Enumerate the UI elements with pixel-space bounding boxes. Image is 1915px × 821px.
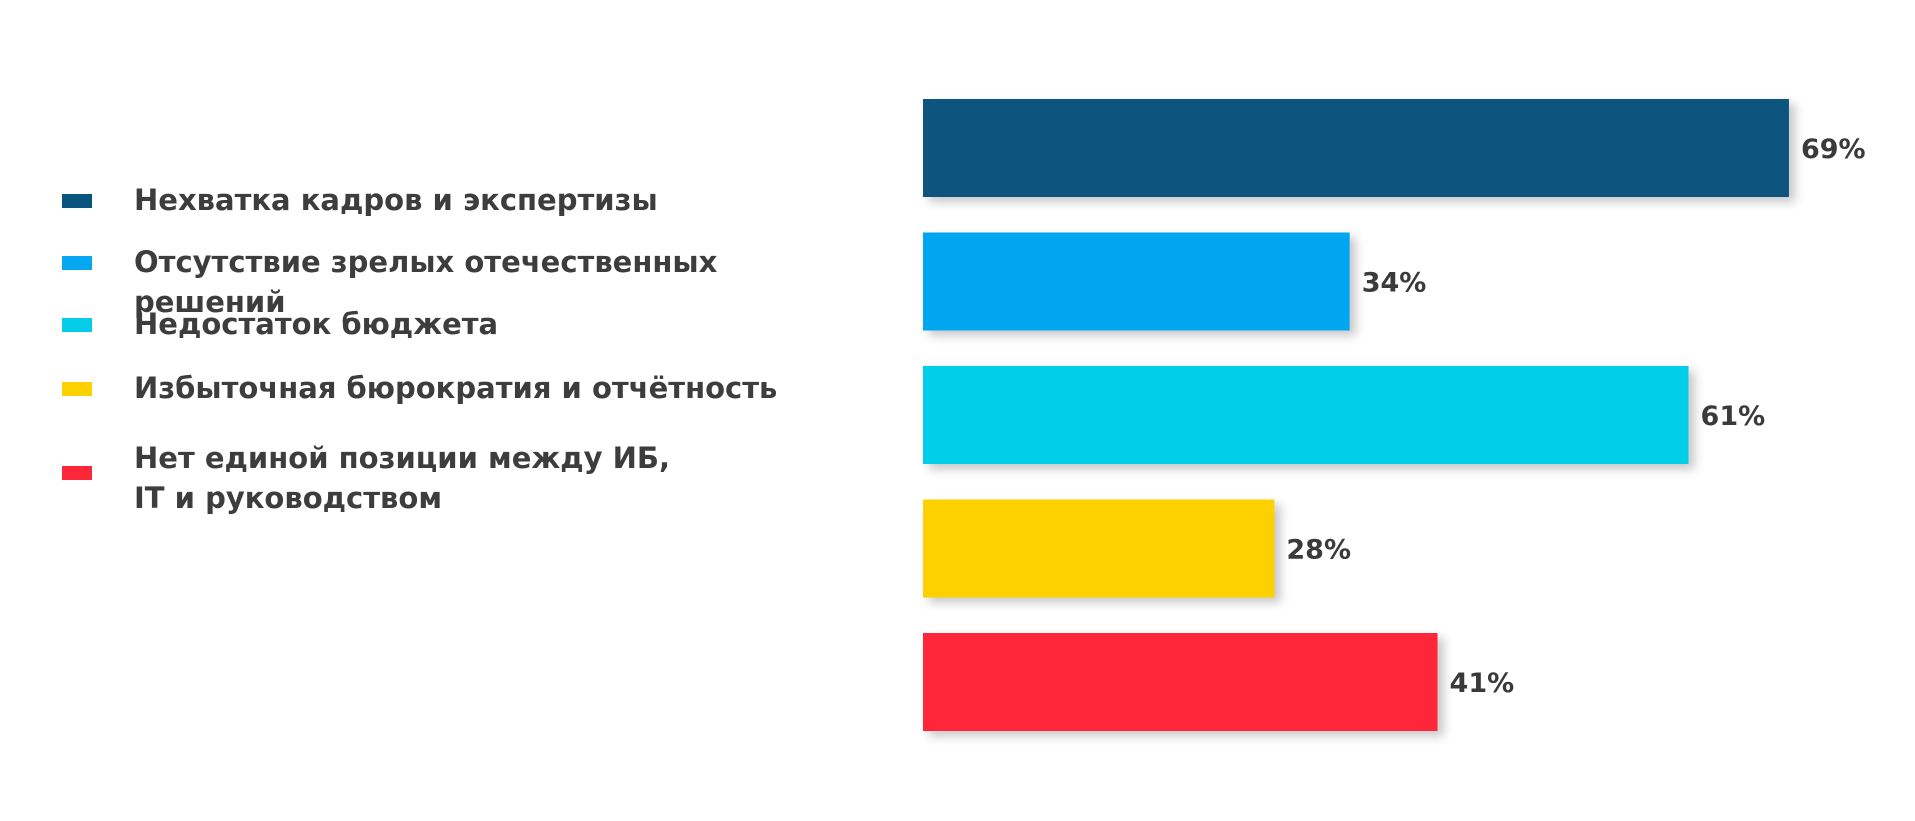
legend-label: Нехватка кадров и экспертизы <box>134 183 658 217</box>
bar-1 <box>923 99 1789 197</box>
legend-label: Недостаток бюджета <box>134 307 499 341</box>
legend-swatch-icon <box>62 466 92 480</box>
bar-3 <box>923 366 1689 464</box>
legend-label: Отсутствие зрелых отечественных решений <box>134 245 718 319</box>
value-labels-group: 69% 34% 61% 28% 41% <box>1286 134 1865 699</box>
value-label-5: 41% <box>1450 668 1515 699</box>
bar-2 <box>923 232 1350 331</box>
legend-swatch-icon <box>62 256 92 270</box>
legend-label: Избыточная бюрократия и отчётность <box>134 371 778 405</box>
legend-label: Нет единой позиции между ИБ, IT и руково… <box>134 441 671 515</box>
value-label-2: 34% <box>1362 268 1427 299</box>
legend-swatch-icon <box>62 194 92 208</box>
bar-4 <box>923 499 1275 598</box>
bar-5 <box>923 633 1438 731</box>
value-label-4: 28% <box>1286 535 1351 566</box>
value-label-3: 61% <box>1701 401 1766 432</box>
value-label-1: 69% <box>1801 134 1866 165</box>
legend-swatch-icon <box>62 318 92 332</box>
bars-group <box>923 99 1789 731</box>
legend-swatch-icon <box>62 382 92 396</box>
